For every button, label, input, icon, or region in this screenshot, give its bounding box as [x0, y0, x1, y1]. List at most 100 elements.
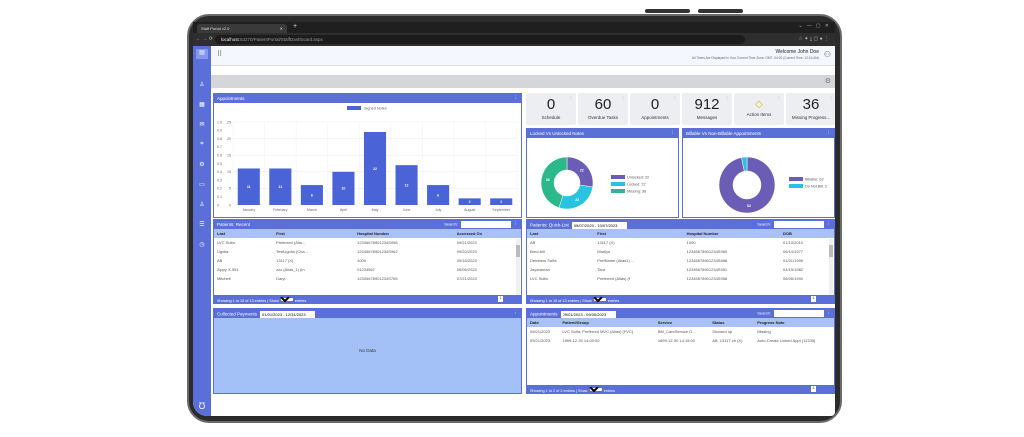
column-header[interactable]: Accessed On: [453, 229, 521, 238]
table-row[interactable]: Zippy X-951 zzz (Alias_1) (in 01234567 09/0…: [214, 265, 521, 274]
page-button[interactable]: 1: [811, 296, 816, 302]
bar-april[interactable]: [332, 171, 355, 205]
page-button[interactable]: 1: [811, 386, 816, 392]
kebab-menu-icon[interactable]: ⋮: [670, 130, 676, 135]
table-row[interactable]: Ugolia TestUgolia (Cha... 12345678901234S9…: [214, 247, 521, 256]
column-header[interactable]: Service: [654, 318, 710, 327]
date-range-input[interactable]: [260, 311, 316, 318]
donut-slice-do-not-bill[interactable]: [741, 156, 748, 172]
sidebar-item-settings-icon[interactable]: ⚙: [199, 162, 205, 168]
page-size-select[interactable]: 10: [588, 387, 603, 392]
stat-card[interactable]: ◇ Action Items ⋮: [734, 93, 784, 125]
kebab-menu-icon[interactable]: ⋮: [829, 95, 833, 100]
y2-tick-label: 1.0: [217, 120, 222, 124]
search-input[interactable]: [774, 221, 824, 228]
kebab-menu-icon[interactable]: ⋮: [673, 95, 677, 100]
new-tab-icon[interactable]: +: [293, 23, 298, 30]
kebab-menu-icon[interactable]: ⋮: [621, 95, 625, 100]
user-settings-icon[interactable]: ⚇: [823, 50, 831, 59]
page-size-select[interactable]: 10: [592, 297, 607, 302]
sidebar-item-patients-icon[interactable]: ♙: [199, 82, 205, 88]
table-row[interactable]: Mitchell Daryl 12345678901234S765 07/21/202…: [214, 274, 521, 283]
scrollbar[interactable]: [829, 239, 833, 296]
sidebar-item-monitor-icon[interactable]: ▭: [199, 182, 205, 188]
column-header[interactable]: DOB: [780, 229, 834, 238]
nav-back-forward-reload-icons[interactable]: ← → ⟳: [196, 36, 213, 42]
stat-card[interactable]: 0 Appointments ⋮: [630, 93, 680, 125]
table-row[interactable]: LVC Sulfa Preferred (Alias) (f 12345678901…: [527, 274, 834, 283]
bar-june[interactable]: [395, 165, 418, 205]
bar-march[interactable]: [300, 185, 323, 205]
legend-label[interactable]: Billable: 62: [805, 178, 824, 182]
bar-september[interactable]: [490, 198, 513, 205]
apps-grid-icon[interactable]: ⠿: [217, 51, 223, 58]
close-tab-icon[interactable]: ✕: [279, 26, 283, 31]
sidebar-item-clock-icon[interactable]: ◷: [199, 242, 205, 248]
browser-tab[interactable]: Staff Portal v2.0 ✕: [197, 24, 287, 33]
search-input[interactable]: [774, 310, 824, 317]
appointments-chart-panel: Appointments ⋮ 0 0.1 0.2 0.3 0.4 0.5 0.6 0.7 0.8 0…: [213, 93, 522, 218]
settings-gear-icon[interactable]: ⚙: [824, 78, 831, 85]
column-header[interactable]: Patient/Group: [559, 318, 655, 327]
kebab-menu-icon[interactable]: ⋮: [513, 310, 519, 315]
legend-label[interactable]: Locked: 22: [627, 183, 646, 187]
bar-july[interactable]: [427, 185, 450, 205]
column-header[interactable]: Progress Note: [754, 318, 834, 327]
table-row[interactable]: LVC Sulfa Preferred (Alia... 1234567890123…: [214, 238, 521, 247]
page-button[interactable]: 1: [498, 296, 503, 302]
browser-toolbar-icons[interactable]: ☆ ✦ ⤓ ▢ ● ⋮: [798, 36, 829, 42]
table-row[interactable]: 09/21/2023 LVC Sulfa, Preferred MVC (Alia…: [527, 327, 834, 336]
date-range-input[interactable]: [571, 222, 627, 229]
table-row[interactable]: AB 13117 (X) 1000 09/16/2023: [214, 256, 521, 265]
legend-swatch: [611, 182, 625, 186]
sidebar-item-dashboard-icon[interactable]: ▤: [196, 49, 208, 59]
kebab-menu-icon[interactable]: ⋮: [725, 95, 729, 100]
column-header[interactable]: Date: [527, 318, 560, 327]
table-row[interactable]: Jayaraman Tara 12345678901234S951 04/19/198…: [527, 265, 834, 274]
sidebar-item-user-icon[interactable]: ♙: [199, 202, 205, 208]
legend-label[interactable]: Missing: 36: [627, 190, 646, 194]
bar-august[interactable]: [458, 198, 481, 205]
page-size-select[interactable]: 10: [279, 297, 294, 302]
kebab-menu-icon[interactable]: ⋮: [569, 95, 573, 100]
legend-label[interactable]: Signed Notes: [364, 107, 387, 111]
kebab-menu-icon[interactable]: ⋮: [777, 95, 781, 100]
column-header[interactable]: First: [273, 229, 355, 238]
column-header[interactable]: Status: [709, 318, 755, 327]
table-row[interactable]: 09/21/2023 1899-12-30 14:00:00 1899-12-30 …: [527, 336, 834, 345]
url-input[interactable]: localhost:53270/PatientPortal/StaffDashb…: [215, 35, 745, 44]
sidebar-item-calendar-icon[interactable]: ▦: [199, 102, 205, 108]
column-header[interactable]: Hospital Number: [683, 229, 781, 238]
stat-card[interactable]: 60 Overdue Tasks ⋮: [578, 93, 628, 125]
window-controls[interactable]: ⌄ — ▢ ✕: [798, 23, 829, 29]
kebab-menu-icon[interactable]: ⋮: [826, 130, 832, 135]
legend-label[interactable]: Unlocked: 22: [627, 176, 649, 180]
kebab-menu-icon[interactable]: ⋮: [826, 221, 832, 226]
sidebar-item-mail-icon[interactable]: ✉: [199, 122, 205, 128]
column-header[interactable]: Last: [527, 229, 595, 238]
column-header[interactable]: Hospital Number: [354, 229, 454, 238]
bar-february[interactable]: [269, 168, 292, 205]
column-header[interactable]: First: [594, 229, 684, 238]
column-header[interactable]: Last: [214, 229, 274, 238]
stat-card[interactable]: 36 Missing Progress... ⋮: [786, 93, 835, 125]
scrollbar[interactable]: [516, 239, 520, 296]
table-row[interactable]: Bred-bill Marilyn 12345678901234S969 06/14/…: [527, 247, 834, 256]
kebab-menu-icon[interactable]: ⋮: [826, 310, 832, 315]
table-row[interactable]: AB 13117 (X) 1000 01/10/2010: [527, 238, 834, 247]
donut-slice-missing[interactable]: [540, 156, 568, 209]
kebab-menu-icon[interactable]: ⋮: [513, 95, 519, 100]
stat-card[interactable]: 912 Messages ⋮: [682, 93, 732, 125]
stat-card[interactable]: 0 Schedule ⋮: [526, 93, 576, 125]
bar-january[interactable]: [237, 168, 260, 205]
kebab-menu-icon[interactable]: ⋮: [513, 221, 519, 226]
date-range-input[interactable]: [560, 311, 616, 318]
sidebar-item-grid-icon[interactable]: ⌗: [200, 141, 204, 147]
table-cell: AB, 13117 ch (X): [712, 338, 743, 343]
search-input[interactable]: [461, 221, 511, 228]
table-row[interactable]: Dembers Sulfa PrefName (Alias1) ... 123456…: [527, 256, 834, 265]
sidebar-item-list-icon[interactable]: ☰: [199, 222, 205, 228]
legend-label[interactable]: Do Not Bill: 2: [805, 185, 827, 189]
bar-may[interactable]: [363, 131, 387, 205]
donut-slice-billable[interactable]: [718, 156, 776, 214]
